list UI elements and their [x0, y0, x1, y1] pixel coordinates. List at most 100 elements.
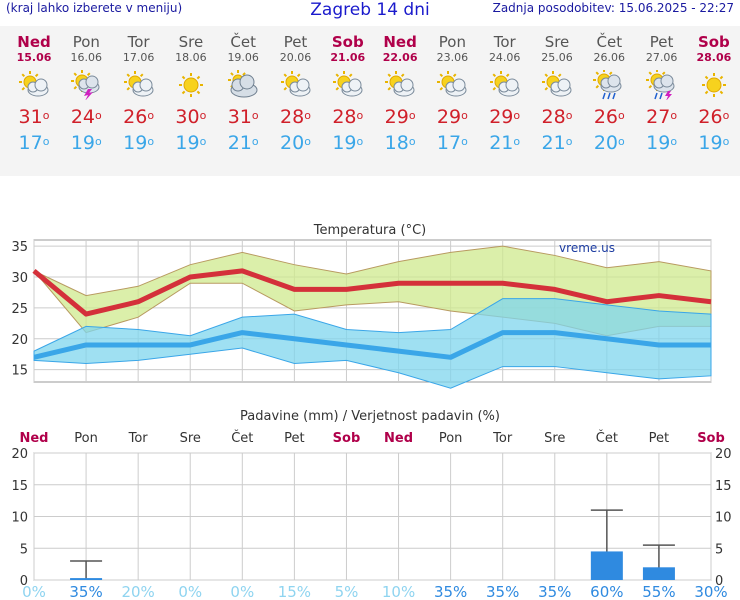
day-date: 21.06 — [330, 51, 366, 64]
day-date: 18.06 — [175, 51, 207, 64]
day-date: 19.06 — [227, 51, 259, 64]
sun-cloud-icon — [122, 70, 156, 100]
temp-max: 28o — [541, 106, 573, 128]
y-tick-label-left: 10 — [11, 511, 28, 526]
day-column: Pon 23.06 29o 17o — [426, 26, 478, 156]
precip-probability: 35% — [486, 583, 519, 600]
precip-day-label: Pet — [649, 431, 669, 446]
precip-bar — [70, 578, 103, 580]
day-column: Sre 18.06 30o 19o — [165, 26, 217, 156]
temp-min: 18o — [384, 132, 416, 154]
day-column: Pet 20.06 28o 20o — [270, 26, 322, 156]
temp-max: 26o — [123, 106, 155, 128]
day-date: 23.06 — [436, 51, 469, 64]
sun-cloud-icon — [17, 70, 51, 100]
temp-min: 17o — [436, 132, 468, 154]
page-title: Zagreb 14 dni — [310, 0, 430, 20]
y-tick-label: 25 — [11, 302, 28, 317]
temp-max: 29o — [384, 106, 416, 128]
day-column: Čet 19.06 31o 21o — [217, 26, 269, 156]
temp-max: 30o — [175, 106, 207, 128]
temp-max: 24o — [70, 106, 102, 128]
temp-min: 19o — [123, 132, 155, 154]
day-column: Sob 28.06 26o 19o — [688, 26, 740, 156]
precip-day-label: Tor — [492, 431, 513, 446]
temp-min: 21o — [541, 132, 573, 154]
temperature-chart-title: Temperatura (°C) — [313, 223, 426, 238]
day-column: Pet 27.06 27o 19o — [636, 26, 688, 156]
day-date: 22.06 — [382, 51, 418, 64]
precip-probability: 35% — [434, 583, 467, 600]
precip-day-label: Sob — [697, 431, 725, 446]
day-date: 15.06 — [16, 51, 52, 64]
sun-icon — [697, 70, 731, 100]
precip-day-label: Pon — [439, 431, 463, 446]
daily-forecast-strip: Ned 15.06 31o 17o Pon 16.06 24o 19o Tor 17.06 26o 1… — [0, 26, 740, 176]
day-name: Pet — [283, 33, 308, 51]
precip-probability: 0% — [178, 583, 202, 600]
precip-bar — [642, 567, 675, 580]
sun-cloud-icon — [383, 70, 417, 100]
y-tick-label: 35 — [11, 240, 28, 255]
day-name: Sob — [331, 33, 364, 51]
day-name: Sre — [544, 33, 570, 51]
precip-day-label: Sre — [544, 431, 565, 446]
day-name: Čet — [596, 33, 623, 51]
precip-day-label: Ned — [384, 431, 413, 446]
y-tick-label: 20 — [11, 333, 28, 348]
day-column: Ned 22.06 29o 18o — [374, 26, 426, 156]
y-tick-label-left: 0 — [20, 574, 28, 589]
temp-min: 21o — [489, 132, 521, 154]
temp-max: 28o — [280, 106, 311, 128]
day-name: Sob — [697, 33, 730, 51]
temp-max: 27o — [646, 106, 678, 128]
precip-probability: 0% — [230, 583, 254, 600]
day-date: 24.06 — [488, 51, 521, 64]
day-name: Pet — [649, 33, 674, 51]
min-temp-line — [33, 330, 711, 360]
sun-cloud-icon — [331, 70, 365, 100]
day-name: Pon — [72, 33, 100, 51]
min-temp-range-band — [33, 298, 712, 389]
temp-max: 29o — [436, 106, 468, 128]
y-tick-label-right: 20 — [715, 447, 732, 462]
y-tick-label-left: 15 — [11, 479, 28, 494]
day-date: 26.06 — [593, 51, 626, 64]
y-tick-label-right: 15 — [715, 479, 732, 494]
day-column: Pon 16.06 24o 19o — [60, 26, 112, 156]
day-date: 27.06 — [645, 51, 678, 64]
temp-max: 26o — [698, 106, 730, 128]
temp-min: 20o — [593, 132, 625, 154]
day-column: Ned 15.06 31o 17o — [8, 26, 60, 156]
precip-day-label: Čet — [231, 430, 253, 446]
sun-icon — [174, 70, 208, 100]
location-menu-hint[interactable]: (kraj lahko izberete v meniju) — [6, 1, 183, 15]
day-name: Ned — [383, 33, 417, 51]
max-temp-line — [32, 268, 712, 317]
precip-bar — [590, 551, 623, 580]
sun-cloud-icon — [540, 70, 574, 100]
precip-day-label: Pet — [284, 431, 304, 446]
temp-max: 28o — [332, 106, 364, 128]
day-column: Tor 24.06 29o 21o — [479, 26, 531, 156]
precip-day-label: Sob — [333, 431, 361, 446]
day-name: Pon — [438, 33, 466, 51]
day-name: Tor — [493, 33, 516, 51]
precip-day-label: Ned — [19, 431, 48, 446]
day-name: Čet — [230, 33, 256, 51]
day-column: Sre 25.06 28o 21o — [531, 26, 583, 156]
temp-max: 26o — [593, 106, 625, 128]
precip-probability: 35% — [69, 583, 102, 600]
storm-rain-icon — [645, 69, 679, 101]
rain-icon — [592, 69, 626, 100]
day-date: 16.06 — [70, 51, 103, 64]
temp-max: 29o — [489, 106, 521, 128]
cloudy-icon — [226, 70, 260, 100]
day-date: 20.06 — [279, 51, 312, 64]
temp-min: 19o — [698, 132, 730, 154]
day-column: Sob 21.06 28o 19o — [322, 26, 374, 156]
precip-probability: 10% — [382, 583, 415, 600]
precip-probability: 5% — [335, 583, 359, 600]
day-name: Tor — [127, 33, 150, 51]
